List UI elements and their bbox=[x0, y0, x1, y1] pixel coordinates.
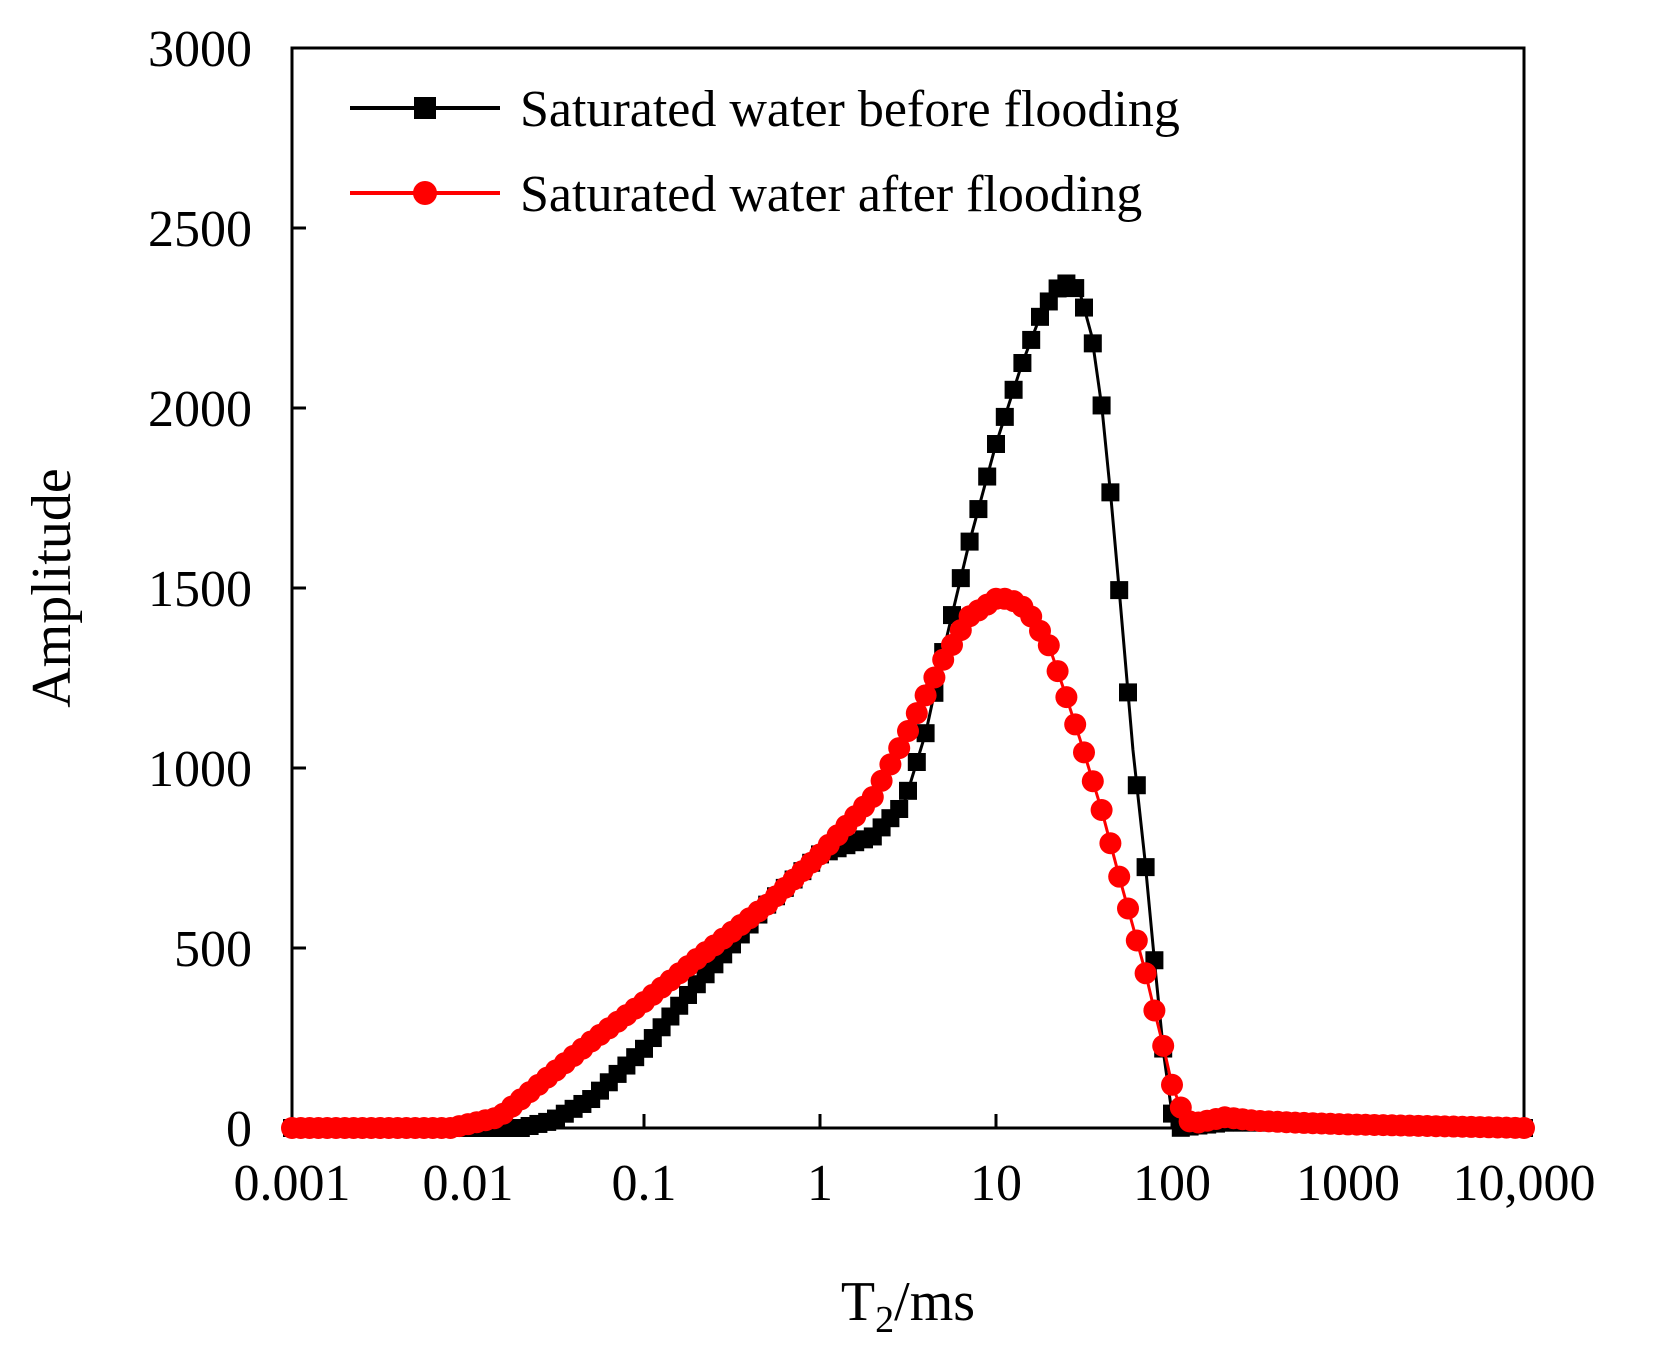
data-point bbox=[1136, 858, 1155, 877]
data-point bbox=[923, 666, 946, 689]
data-point bbox=[1125, 929, 1148, 952]
x-tick-label: 1000 bbox=[1296, 1155, 1400, 1212]
series-line bbox=[292, 597, 1525, 1130]
x-tick-label: 100 bbox=[1133, 1155, 1211, 1212]
data-point bbox=[1108, 865, 1131, 888]
data-point bbox=[890, 799, 909, 818]
series-line bbox=[292, 280, 1525, 1130]
data-point bbox=[1090, 799, 1113, 822]
data-point bbox=[1099, 832, 1122, 855]
data-point bbox=[916, 724, 935, 743]
x-tick-label: 10 bbox=[970, 1155, 1022, 1212]
x-tick-label: 0.01 bbox=[423, 1155, 514, 1212]
data-point bbox=[1075, 298, 1093, 317]
legend-marker bbox=[413, 181, 437, 205]
y-tick-label: 0 bbox=[226, 1101, 252, 1158]
legend-label: Saturated water before flooding bbox=[520, 81, 1180, 138]
data-point bbox=[969, 500, 988, 519]
data-point bbox=[1134, 962, 1157, 985]
x-axis-ticks: 0.001 0.01 0.1 1 10 100 1000 10,000 bbox=[234, 1114, 1596, 1212]
data-point bbox=[995, 407, 1014, 426]
legend-marker bbox=[414, 97, 436, 119]
y-tick-label: 3000 bbox=[148, 21, 252, 78]
y-tick-label: 2500 bbox=[148, 201, 252, 258]
y-tick-label: 500 bbox=[174, 921, 252, 978]
data-point bbox=[1092, 396, 1111, 415]
data-point bbox=[1066, 279, 1085, 298]
data-point bbox=[1117, 897, 1139, 920]
y-tick-label: 1500 bbox=[148, 561, 252, 618]
data-point bbox=[907, 753, 926, 772]
x-axis-title-main: T bbox=[841, 1271, 875, 1333]
data-point bbox=[914, 684, 937, 707]
series-after-flooding bbox=[281, 587, 1535, 1139]
legend: Saturated water before flooding Saturated… bbox=[350, 81, 1180, 223]
data-point bbox=[1022, 330, 1041, 349]
data-point bbox=[1081, 770, 1104, 793]
data-point bbox=[1031, 307, 1049, 326]
data-point bbox=[870, 769, 893, 792]
data-point bbox=[1110, 581, 1129, 600]
data-point bbox=[905, 702, 928, 725]
series-layer bbox=[281, 274, 1535, 1139]
data-point bbox=[1064, 713, 1087, 736]
data-point bbox=[1101, 483, 1120, 502]
data-point bbox=[1083, 334, 1102, 353]
data-point bbox=[1073, 741, 1095, 764]
data-point bbox=[897, 720, 919, 743]
x-tick-label: 1 bbox=[807, 1155, 833, 1212]
data-point bbox=[1055, 686, 1078, 709]
legend-label: Saturated water after flooding bbox=[520, 166, 1142, 223]
data-point bbox=[1013, 354, 1032, 373]
y-tick-label: 1000 bbox=[148, 741, 252, 798]
x-tick-label: 0.001 bbox=[234, 1155, 351, 1212]
data-point bbox=[1143, 999, 1166, 1022]
data-point bbox=[1161, 1073, 1183, 1096]
x-tick-label: 0.1 bbox=[612, 1155, 677, 1212]
data-point bbox=[960, 532, 979, 551]
y-tick-label: 2000 bbox=[148, 381, 252, 438]
y-axis-ticks: 0 500 1000 1500 2000 2500 3000 bbox=[148, 21, 306, 1158]
data-point bbox=[1513, 1117, 1535, 1139]
data-point bbox=[1004, 380, 1023, 399]
data-point bbox=[879, 753, 902, 776]
series-before-flooding bbox=[283, 274, 1533, 1137]
data-point bbox=[1152, 1034, 1175, 1057]
data-point bbox=[1127, 776, 1146, 795]
data-point bbox=[943, 606, 961, 625]
data-point bbox=[1046, 660, 1069, 683]
x-axis-title: T2/ms bbox=[841, 1271, 975, 1341]
data-point bbox=[978, 467, 997, 486]
data-point bbox=[987, 435, 1005, 453]
y-axis-title: Amplitude bbox=[21, 468, 83, 708]
x-axis-title-unit: /ms bbox=[894, 1271, 975, 1333]
data-point bbox=[888, 737, 911, 760]
data-point bbox=[861, 785, 884, 808]
x-tick-label: 10,000 bbox=[1453, 1155, 1596, 1212]
data-point bbox=[1037, 634, 1060, 657]
data-point bbox=[899, 781, 917, 800]
x-axis-title-subscript: 2 bbox=[875, 1299, 894, 1341]
data-point bbox=[1119, 683, 1137, 702]
data-point bbox=[951, 569, 970, 588]
